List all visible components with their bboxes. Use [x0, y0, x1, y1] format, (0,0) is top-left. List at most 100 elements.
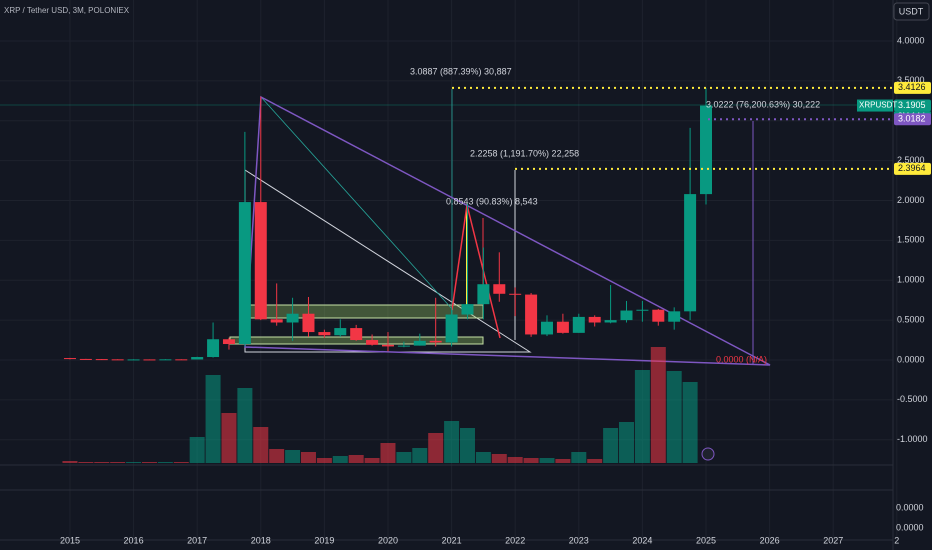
volume-bar — [205, 375, 221, 463]
candle-body — [366, 340, 379, 345]
candle-body — [684, 194, 697, 312]
candle-body — [222, 339, 235, 345]
volume-bar — [141, 462, 157, 463]
candles — [62, 88, 713, 463]
candle-body — [540, 321, 553, 335]
x-tick-label: 2018 — [251, 535, 271, 545]
y-tick-label: 0.0000 — [897, 354, 925, 364]
volume-bar — [412, 448, 428, 463]
y-tick-label: 2.0000 — [897, 195, 925, 205]
candle-body — [143, 359, 156, 361]
volume-bar — [189, 437, 205, 463]
annotation: 0.8543 (90.83%) 8,543 — [446, 196, 538, 206]
price-label: 3.4126 — [898, 82, 926, 92]
volume-bar — [364, 458, 380, 463]
volume-bar — [285, 450, 301, 463]
volume-bar — [634, 370, 650, 463]
x-tick-label: 2025 — [696, 535, 716, 545]
y-tick-label: 2.5000 — [897, 155, 925, 165]
candle-body — [556, 321, 569, 333]
candle-body — [175, 359, 188, 361]
volume-bar — [221, 413, 237, 463]
x-tick-label: 2020 — [378, 535, 398, 545]
volume-bar — [78, 462, 94, 463]
volume-bar — [507, 457, 523, 463]
candle-body — [588, 316, 601, 323]
candle-body — [413, 340, 426, 346]
event-icon[interactable] — [701, 447, 715, 461]
candle-body — [95, 359, 108, 361]
candle-body — [302, 313, 315, 333]
x-tick-label: 2022 — [505, 535, 525, 545]
volume-bar — [459, 428, 475, 463]
candle-body — [525, 294, 538, 335]
volume-bar — [491, 454, 507, 463]
candle-body — [350, 328, 363, 341]
volume-bar — [62, 461, 78, 463]
candle-body — [477, 284, 490, 305]
volume-bar — [618, 422, 634, 463]
volume-bar — [396, 452, 412, 463]
pane-label: 0.0000 — [896, 502, 924, 512]
triangle-drawing — [244, 95, 771, 366]
candle-body — [572, 316, 585, 333]
price-label-box — [894, 162, 931, 175]
symbol-label: XRPUSDT — [859, 101, 897, 110]
volume-bar — [428, 433, 444, 463]
y-tick-label: -0.5000 — [897, 394, 928, 404]
annotation: 2.2258 (1,191.70%) 22,258 — [470, 148, 579, 158]
volume-bar — [157, 462, 173, 463]
candle-body — [668, 311, 681, 322]
candle-body — [79, 358, 92, 360]
candle-body — [111, 359, 124, 361]
pane-label: 0.0000 — [896, 522, 924, 532]
y-tick-label: 3.5000 — [897, 75, 925, 85]
annotation: 0.0000 (N/A) — [716, 354, 767, 364]
currency-button[interactable] — [893, 2, 930, 21]
volume-bar — [682, 382, 698, 463]
candle-body — [461, 304, 474, 315]
y-tick-label: 4.0000 — [897, 35, 925, 45]
price-label-box — [894, 99, 931, 112]
symbol-box — [857, 99, 893, 112]
candle-body — [397, 345, 410, 347]
candle-body — [652, 309, 665, 322]
volume-bar — [523, 458, 539, 463]
volume-bar — [173, 462, 189, 463]
candle-body — [286, 313, 299, 323]
price-label: 3.0182 — [898, 114, 926, 124]
candle-body — [318, 332, 331, 336]
x-tick-label: 2016 — [124, 535, 144, 545]
candle-body — [429, 340, 442, 343]
volume-bar — [587, 459, 603, 463]
volume-bar — [380, 443, 396, 463]
candle-body — [700, 105, 713, 195]
price-label: 2.3964 — [898, 163, 926, 173]
y-tick-label: 1.5000 — [897, 235, 925, 245]
volume-bar — [603, 428, 619, 463]
x-tick-label: 2026 — [760, 535, 780, 545]
candle-body — [493, 284, 506, 294]
volume-bar — [555, 459, 571, 463]
candle-body — [159, 359, 172, 361]
volume-bar — [539, 458, 555, 463]
candle-body — [270, 319, 283, 323]
candle-body — [636, 309, 649, 311]
currency: USDT — [899, 6, 924, 16]
volume-bar — [269, 449, 285, 463]
candle-body — [509, 293, 522, 295]
candle-body — [381, 344, 394, 347]
volume-bar — [126, 462, 142, 463]
x-tick-label: 2 — [894, 535, 899, 545]
volume-bar — [253, 427, 269, 463]
volume-bar — [94, 462, 110, 463]
volume-bar — [110, 462, 126, 463]
x-tick-label: 2019 — [314, 535, 334, 545]
candle-body — [238, 202, 251, 345]
volume-bar — [475, 452, 491, 463]
y-tick-label: 0.5000 — [897, 314, 925, 324]
candle-body — [207, 339, 220, 358]
x-tick-label: 2021 — [442, 535, 462, 545]
candle-body — [63, 358, 76, 360]
volume-bar — [316, 458, 332, 463]
